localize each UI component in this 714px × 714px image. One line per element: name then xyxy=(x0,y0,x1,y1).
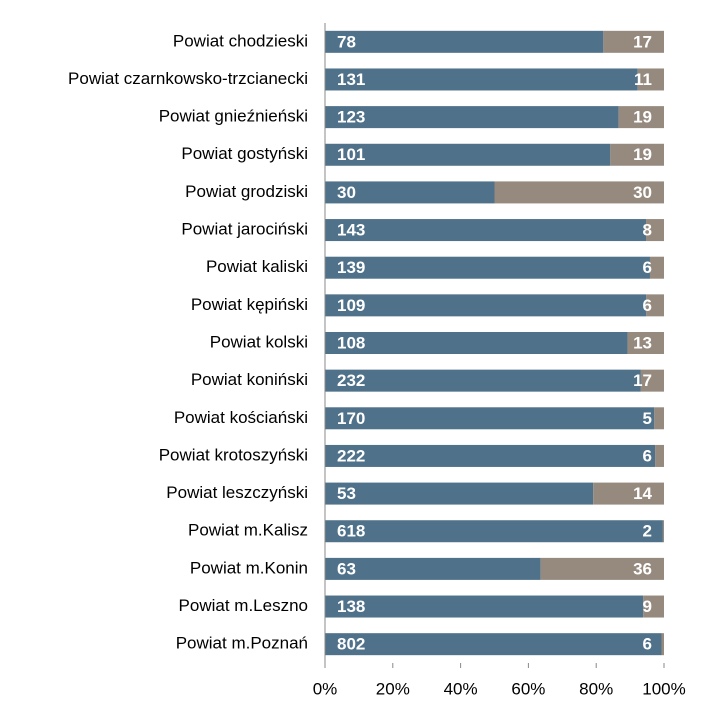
value-label: 170 xyxy=(337,409,365,428)
y-tick-label: Powiat gnieźnieński xyxy=(159,107,308,126)
bar-segment xyxy=(325,106,619,129)
y-tick-label: Powiat kolski xyxy=(210,332,308,351)
bar-segment xyxy=(325,181,495,204)
value-label: 6 xyxy=(643,258,652,277)
value-label: 6 xyxy=(643,296,652,315)
value-label: 19 xyxy=(633,145,652,164)
y-tick-label: Powiat koniński xyxy=(191,370,308,389)
value-label: 2 xyxy=(643,522,652,541)
x-tick-label: 80% xyxy=(579,679,613,698)
value-label: 109 xyxy=(337,296,365,315)
y-tick-label: Powiat m.Leszno xyxy=(179,596,308,615)
bar-segment xyxy=(494,181,664,204)
bar-segment xyxy=(325,482,594,505)
bar-segment xyxy=(655,444,664,467)
bar-segment xyxy=(325,143,611,166)
value-label: 232 xyxy=(337,371,365,390)
bar-segment xyxy=(661,633,664,656)
value-label: 30 xyxy=(633,183,652,202)
value-label: 11 xyxy=(634,70,652,89)
bar-segment xyxy=(325,294,647,317)
bar-segment xyxy=(603,30,664,53)
value-label: 17 xyxy=(633,32,652,51)
x-tick-label: 60% xyxy=(511,679,545,698)
bar-segment xyxy=(325,256,650,279)
y-tick-label: Powiat kępiński xyxy=(191,295,308,314)
value-label: 78 xyxy=(337,32,356,51)
bar-segment xyxy=(649,256,664,279)
bar-segment xyxy=(627,332,664,354)
value-label: 618 xyxy=(337,522,365,541)
value-label: 5 xyxy=(643,409,652,428)
value-label: 9 xyxy=(643,597,652,616)
bar-segment xyxy=(643,595,664,618)
value-label: 6 xyxy=(643,446,652,465)
bar-segment xyxy=(325,68,638,91)
bar-segment xyxy=(640,369,664,392)
x-tick-label: 40% xyxy=(444,679,478,698)
value-label: 139 xyxy=(337,258,365,277)
value-label: 53 xyxy=(337,484,356,503)
y-tick-label: Powiat krotoszyński xyxy=(159,445,308,464)
bar-segment xyxy=(325,30,604,53)
bar-segment xyxy=(662,520,664,543)
y-tick-label: Powiat grodziski xyxy=(185,182,308,201)
bar-segment xyxy=(325,407,655,430)
value-label: 222 xyxy=(337,446,365,465)
value-label: 17 xyxy=(633,371,652,390)
value-label: 14 xyxy=(633,484,652,503)
bar-segment xyxy=(325,633,662,656)
value-label: 13 xyxy=(633,333,652,352)
bar-segment xyxy=(325,444,656,467)
bar-segment xyxy=(540,557,664,580)
x-tick-label: 20% xyxy=(376,679,410,698)
y-tick-label: Powiat m.Konin xyxy=(190,558,308,577)
value-label: 30 xyxy=(337,183,356,202)
bar-segment xyxy=(646,294,664,317)
value-label: 123 xyxy=(337,108,365,127)
y-tick-label: Powiat m.Kalisz xyxy=(188,521,308,540)
bar-segment xyxy=(618,106,664,129)
value-label: 63 xyxy=(337,559,356,578)
y-tick-label: Powiat jarociński xyxy=(181,220,308,239)
y-tick-label: Powiat m.Poznań xyxy=(176,634,308,653)
value-label: 802 xyxy=(337,635,365,654)
value-label: 36 xyxy=(633,559,652,578)
bar-segment xyxy=(325,557,541,580)
bar-segment xyxy=(325,595,644,618)
y-tick-label: Powiat leszczyński xyxy=(166,483,308,502)
bar-segment xyxy=(654,407,664,430)
value-label: 108 xyxy=(337,333,365,352)
value-label: 138 xyxy=(337,597,365,616)
y-tick-label: Powiat kościański xyxy=(174,408,308,427)
value-label: 131 xyxy=(337,70,365,89)
value-label: 6 xyxy=(643,635,652,654)
bar-segment xyxy=(325,332,628,354)
y-tick-label: Powiat gostyński xyxy=(181,144,308,163)
y-tick-label: Powiat kaliski xyxy=(206,257,308,276)
value-label: 143 xyxy=(337,221,365,240)
bar-segment xyxy=(325,520,663,543)
bar-segment xyxy=(325,219,647,242)
value-label: 101 xyxy=(337,145,365,164)
bar-segment xyxy=(637,68,664,91)
y-tick-label: Powiat chodzieski xyxy=(173,31,308,50)
bar-segment xyxy=(646,219,664,242)
x-tick-label: 0% xyxy=(313,679,338,698)
x-tick-label: 100% xyxy=(642,679,685,698)
value-label: 8 xyxy=(643,221,652,240)
bar-segment xyxy=(610,143,664,166)
bar-segment xyxy=(325,369,641,392)
bar-segment xyxy=(593,482,664,505)
value-label: 19 xyxy=(633,108,652,127)
y-tick-label: Powiat czarnkowsko-trzcianecki xyxy=(68,69,308,88)
